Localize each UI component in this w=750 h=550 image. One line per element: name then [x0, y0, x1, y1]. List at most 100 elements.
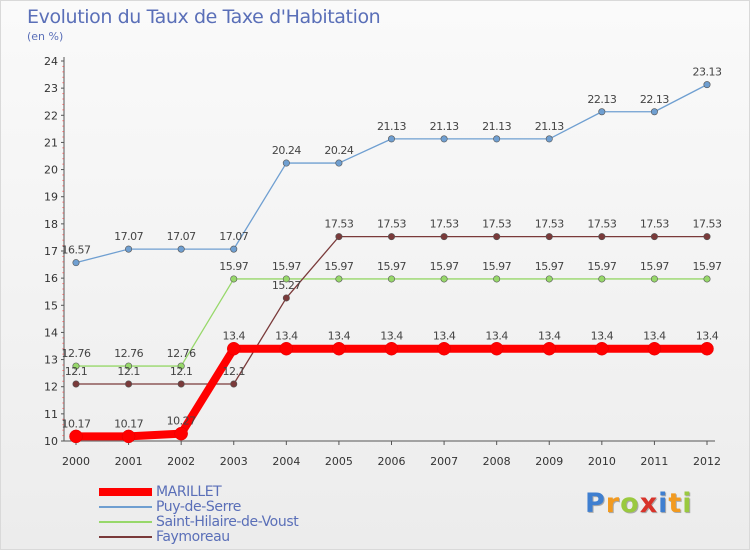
data-label: 12.1: [117, 365, 140, 378]
data-label: 17.53: [324, 218, 353, 231]
data-point: [125, 362, 133, 370]
x-tick-label: 2007: [430, 455, 458, 468]
data-label: 12.76: [167, 347, 196, 360]
y-tick-label: 16: [44, 272, 58, 285]
data-point: [545, 135, 553, 143]
data-label: 17.53: [482, 218, 511, 231]
axes: 10 11 12 13 14 15 16 17 18 19 20 21 22 23 24 2000 2001 20…: [44, 55, 721, 468]
data-label: 15.97: [324, 260, 353, 273]
data-label: 15.97: [430, 260, 459, 273]
data-label: 21.13: [482, 120, 511, 133]
data-point: [700, 341, 714, 356]
data-label: 15.97: [535, 260, 564, 273]
data-point: [282, 294, 290, 302]
x-tick-label: 2010: [588, 455, 616, 468]
data-point: [387, 275, 395, 283]
series-labels: 16.57 17.07 17.07 17.07 20.24 20.24 21.13 21.13…: [62, 66, 723, 431]
data-point: [440, 275, 448, 283]
x-tick-label: 2003: [220, 455, 248, 468]
data-label: 12.76: [62, 347, 91, 360]
data-point: [282, 159, 290, 167]
data-label: 13.4: [223, 330, 246, 343]
logo-letter: i: [682, 488, 693, 519]
data-point: [440, 233, 448, 241]
data-point: [230, 245, 238, 253]
x-tick-label: 2009: [535, 455, 563, 468]
legend-swatch: [99, 536, 152, 538]
data-label: 17.07: [114, 230, 143, 243]
legend-label: Faymoreau: [156, 529, 230, 545]
data-label: 12.1: [223, 365, 246, 378]
data-label: 10.27: [167, 415, 196, 428]
data-point: [332, 341, 346, 356]
data-label: 17.53: [430, 218, 459, 231]
data-point: [493, 275, 501, 283]
data-label: 21.13: [535, 120, 564, 133]
data-point: [542, 341, 556, 356]
data-label: 17.53: [535, 218, 564, 231]
legend-swatch: [99, 521, 152, 523]
data-label: 17.53: [587, 218, 616, 231]
data-point: [545, 233, 553, 241]
data-label: 17.53: [693, 218, 722, 231]
legend-swatch: [99, 488, 152, 496]
data-point: [703, 81, 711, 89]
data-point: [177, 380, 185, 388]
y-tick-label: 24: [44, 55, 58, 68]
data-label: 13.4: [643, 330, 666, 343]
data-label: 23.13: [693, 66, 722, 79]
data-point: [598, 108, 606, 116]
data-point: [493, 135, 501, 143]
y-tick-label: 21: [44, 136, 58, 149]
data-point: [125, 380, 133, 388]
data-label: 15.97: [219, 260, 248, 273]
x-tick-label: 2000: [62, 455, 90, 468]
proxiti-logo: Proxiti: [585, 488, 693, 519]
data-label: 12.76: [114, 347, 143, 360]
x-tick-label: 2008: [483, 455, 511, 468]
data-label: 15.97: [377, 260, 406, 273]
data-label: 15.97: [272, 260, 301, 273]
data-point: [72, 259, 80, 267]
data-point: [595, 341, 609, 356]
data-point: [230, 275, 238, 283]
data-label: 15.97: [587, 260, 616, 273]
y-tick-label: 13: [44, 354, 58, 367]
data-label: 17.07: [167, 230, 196, 243]
x-tick-label: 2002: [167, 455, 195, 468]
data-point: [121, 429, 136, 444]
data-point: [335, 159, 343, 167]
data-label: 21.13: [377, 120, 406, 133]
y-tick-label: 23: [44, 82, 58, 95]
data-label: 15.27: [272, 279, 301, 292]
data-point: [703, 233, 711, 241]
data-label: 13.4: [485, 330, 508, 343]
series-points: [69, 81, 714, 444]
data-point: [598, 233, 606, 241]
data-point: [387, 135, 395, 143]
data-label: 13.4: [591, 330, 614, 343]
data-label: 15.97: [482, 260, 511, 273]
data-label: 10.17: [62, 417, 91, 430]
legend-label: Saint-Hilaire-de-Voust: [156, 514, 299, 530]
data-point: [177, 245, 185, 253]
data-label: 21.13: [430, 120, 459, 133]
data-label: 15.97: [693, 260, 722, 273]
data-point: [493, 233, 501, 241]
data-point: [437, 341, 451, 356]
data-point: [279, 341, 294, 356]
data-label: 22.13: [587, 93, 616, 106]
x-tick-label: 2012: [693, 455, 721, 468]
data-point: [125, 245, 133, 253]
data-label: 13.4: [696, 330, 719, 343]
y-tick-label: 11: [44, 408, 58, 421]
data-point: [335, 233, 343, 241]
y-tick-label: 22: [44, 109, 58, 122]
x-tick-label: 2004: [272, 455, 300, 468]
y-tick-label: 18: [44, 218, 58, 231]
y-tick-label: 14: [44, 326, 58, 339]
data-point: [650, 275, 658, 283]
x-tick-label: 2001: [115, 455, 143, 468]
